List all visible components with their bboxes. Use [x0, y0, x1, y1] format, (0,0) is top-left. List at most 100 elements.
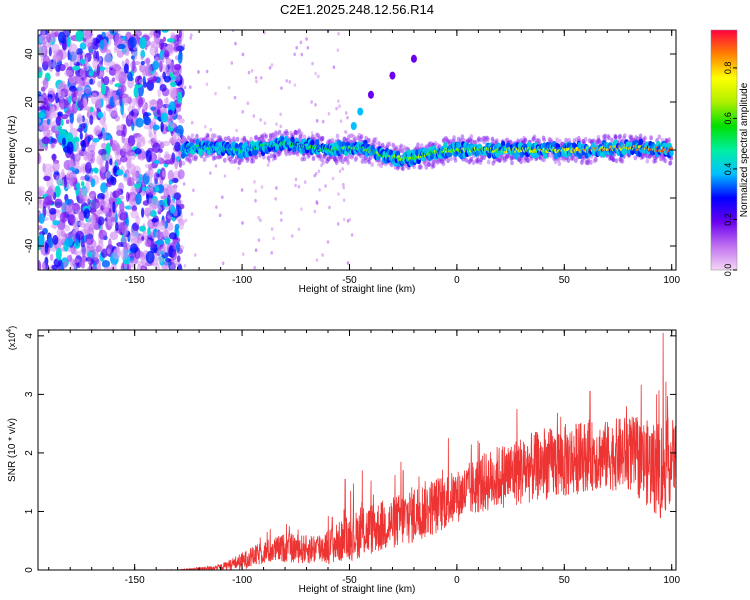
- scatter-dot: [346, 261, 350, 265]
- trace-halo: [246, 156, 250, 162]
- noise-blob: [98, 229, 108, 240]
- trace-halo: [622, 133, 627, 139]
- noise-blob: [77, 78, 83, 92]
- noise-blob: [69, 112, 75, 124]
- snr-x-tick-label: -50: [342, 575, 357, 586]
- noise-blob: [175, 75, 180, 83]
- scatter-dot: [315, 258, 319, 262]
- noise-blob: [87, 198, 91, 206]
- noise-blob: [170, 81, 177, 88]
- noise-blob: [169, 122, 177, 129]
- noise-blob: [145, 150, 152, 163]
- noise-blob: [128, 37, 137, 48]
- scatter-dot: [331, 176, 335, 181]
- noise-blob: [79, 131, 83, 140]
- noise-blob: [123, 259, 130, 265]
- noise-blob: [115, 169, 124, 176]
- noise-blob: [83, 86, 91, 94]
- scatter-dot: [338, 104, 341, 108]
- noise-blob: [164, 237, 171, 245]
- scatter-dot: [234, 41, 237, 46]
- noise-blob: [100, 83, 107, 96]
- colorbar-tick-label: 0.2: [723, 213, 733, 226]
- noise-blob: [90, 205, 96, 215]
- noise-blob: [164, 154, 173, 159]
- scatter-dot: [254, 248, 258, 253]
- trace-halo: [302, 156, 307, 162]
- noise-blob: [96, 260, 102, 270]
- trace-halo: [594, 157, 598, 163]
- noise-blob: [86, 238, 91, 249]
- noise-blob: [126, 181, 136, 187]
- noise-blob: [125, 191, 130, 203]
- noise-blob: [88, 70, 94, 77]
- trace-halo: [553, 159, 558, 165]
- noise-blob: [99, 39, 105, 50]
- scatter-dot: [300, 207, 303, 211]
- scatter-dot: [237, 166, 240, 171]
- snr-multiplier-exp: 4: [6, 329, 13, 333]
- noise-blob: [135, 117, 144, 128]
- scatter-dot: [293, 52, 296, 57]
- scatter-dot: [221, 261, 225, 266]
- noise-blob: [108, 238, 112, 252]
- noise-blob: [48, 207, 57, 215]
- noise-blob: [115, 197, 122, 205]
- spectrogram-x-tick-label: 50: [559, 275, 571, 286]
- noise-blob: [55, 71, 60, 77]
- snr-multiplier-close: ): [7, 326, 17, 329]
- noise-blob: [120, 103, 124, 116]
- noise-blob: [94, 111, 98, 116]
- noise-blob: [101, 260, 111, 268]
- noise-blob: [84, 132, 89, 145]
- spectrogram-y-label: Frequency (Hz): [7, 116, 18, 185]
- scatter-dot: [241, 221, 244, 225]
- noise-blob: [130, 210, 139, 219]
- noise-blob: [137, 139, 146, 147]
- noise-blob: [140, 55, 144, 61]
- noise-blob: [126, 157, 132, 168]
- snr-x-tick-label: -150: [125, 575, 145, 586]
- noise-blob: [75, 230, 85, 241]
- scatter-dot: [297, 184, 301, 189]
- noise-blob: [149, 177, 153, 187]
- trace-halo: [532, 134, 537, 140]
- noise-blob: [178, 159, 183, 168]
- trace-halo: [419, 164, 423, 170]
- noise-blob: [119, 195, 125, 200]
- noise-blob: [156, 249, 162, 254]
- trace-halo: [266, 155, 271, 161]
- branch-point: [357, 107, 364, 116]
- noise-blob: [112, 249, 121, 260]
- noise-blob: [89, 193, 95, 201]
- scatter-dot: [324, 184, 327, 188]
- noise-blob: [60, 118, 64, 127]
- trace-halo: [519, 159, 523, 165]
- noise-blob: [153, 172, 159, 183]
- noise-blob: [65, 132, 74, 145]
- noise-blob: [100, 205, 104, 210]
- noise-blob: [57, 90, 65, 100]
- trace-halo: [251, 158, 256, 164]
- trace-halo: [235, 136, 240, 142]
- noise-blob: [38, 95, 45, 107]
- noise-blob: [38, 234, 45, 247]
- noise-blob: [44, 242, 49, 254]
- noise-blob: [65, 119, 70, 125]
- scatter-dot: [337, 31, 340, 36]
- scatter-dot: [279, 211, 283, 215]
- trace-halo: [335, 133, 340, 139]
- trace-outer: [310, 139, 315, 146]
- noise-blob: [117, 38, 126, 45]
- noise-blob: [46, 103, 50, 112]
- trace-halo: [320, 135, 325, 141]
- snr-y-tick-label: 2: [24, 450, 35, 456]
- noise-blob: [147, 227, 151, 236]
- noise-blob: [105, 66, 109, 73]
- noise-blob: [157, 206, 163, 212]
- noise-blob: [52, 234, 59, 246]
- trace-halo: [222, 157, 227, 163]
- scatter-dot: [214, 91, 217, 96]
